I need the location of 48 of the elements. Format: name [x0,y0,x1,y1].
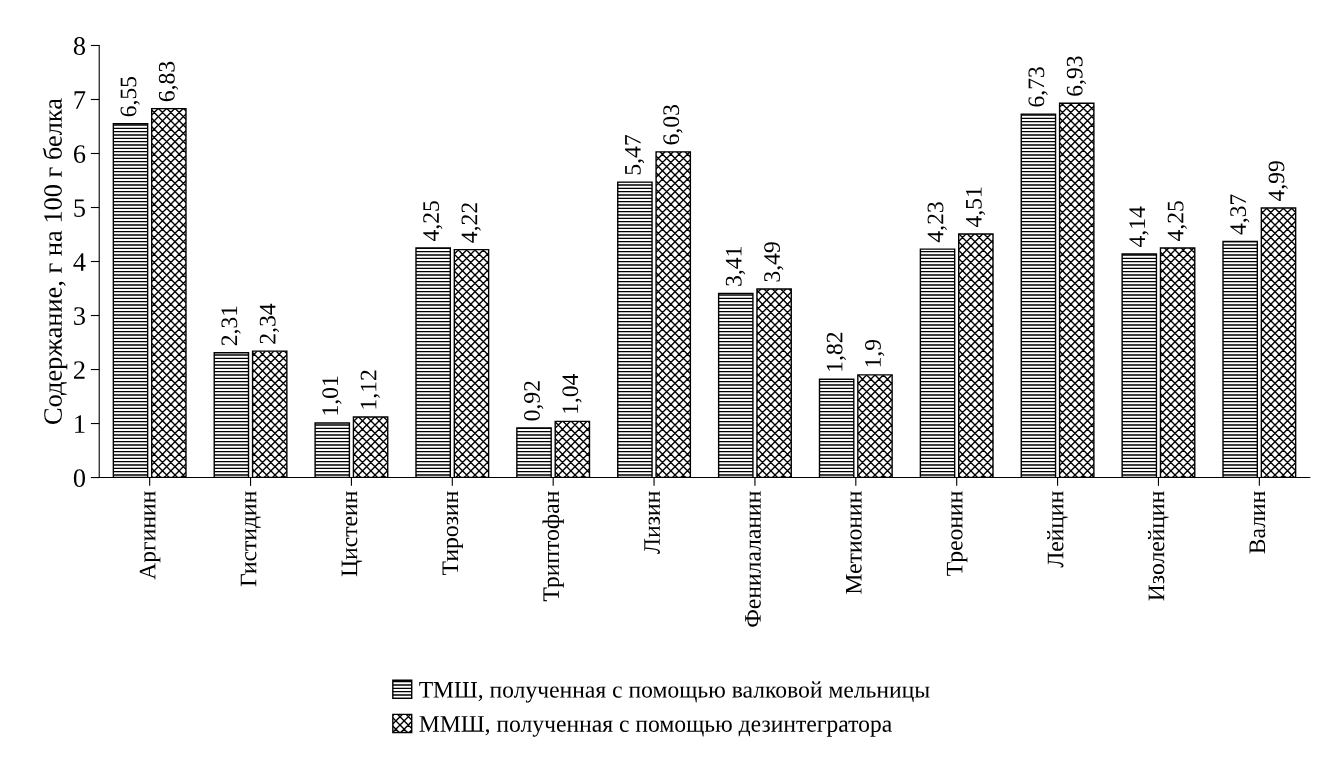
data-label: 1,82 [826,332,846,371]
x-tick-label: Триптофан [542,491,564,602]
y-tick-label: 6 [73,145,86,163]
x-tick-label: Лейцин [1047,491,1068,568]
data-label: 4,25 [1167,201,1187,242]
x-tick-label: Изолейцин [1147,491,1169,601]
x-tick-label: Тирозин [442,491,464,575]
data-label: 4,23 [927,202,947,243]
y-tick-label: 1 [75,415,85,433]
y-tick-label: 5 [74,199,85,217]
y-axis-title: Содержание, г на 100 г белка [42,98,68,424]
data-label: 1,12 [360,370,380,409]
data-label: 1,04 [562,373,582,413]
legend-label: ММШ, полученная с помощью дезинтегратора [419,716,892,737]
data-label: 0,92 [523,381,544,421]
y-tick-label: 3 [74,307,85,325]
data-label: 2,31 [221,306,241,346]
data-label: 4,22 [461,203,481,243]
data-label: 4,25 [423,201,443,242]
x-tick-label: Фенилаланин [745,491,761,627]
x-tick-label: Метионин [846,491,862,594]
data-label: 6,83 [158,61,179,102]
data-label: 3,41 [725,246,746,286]
data-label: 4,51 [965,187,986,228]
y-tick-label: 8 [73,37,86,55]
x-tick-label: Валин [1249,491,1266,554]
data-label: 6,55 [120,76,140,117]
y-tick-label: 7 [74,91,86,109]
x-tick-label: Лизин [644,491,660,554]
x-tick-label: Гистидин [240,491,261,587]
legend-label: ТМШ, полученная с помощью валковой мельницы [419,681,930,703]
data-label: 6,93 [1066,56,1087,96]
data-label: 4,37 [1230,194,1250,235]
data-label: 6,03 [663,105,683,145]
y-tick-label: 0 [73,469,86,487]
data-label: 6,73 [1028,67,1048,107]
x-tick-label: Треонин [946,491,968,576]
data-label: 3,49 [764,242,784,282]
data-label: 2,34 [259,303,280,344]
data-label: 5,47 [625,135,645,175]
data-label: 1,9 [865,339,885,367]
data-label: 1,01 [322,376,342,415]
data-label: 4,99 [1268,161,1288,202]
y-tick-label: 4 [73,253,86,271]
x-tick-label: Аргинин [139,491,161,580]
data-label: 4,14 [1129,206,1149,248]
y-tick-label: 2 [73,361,85,379]
x-tick-label: Цистеин [341,491,363,577]
